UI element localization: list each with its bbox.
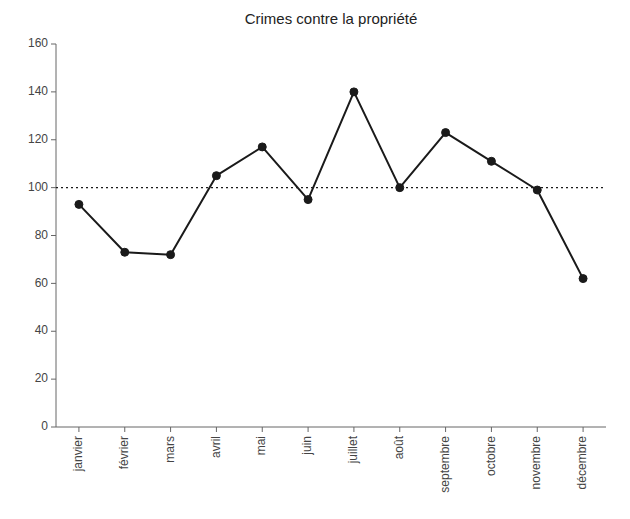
y-tick-label: 80 — [35, 228, 49, 242]
y-tick-label: 140 — [28, 84, 48, 98]
x-tick — [353, 427, 354, 432]
x-tick — [216, 427, 217, 432]
y-tick-label: 160 — [28, 36, 48, 50]
x-tick-label: mars — [163, 436, 177, 463]
x-tick-label: novembre — [529, 436, 543, 490]
x-tick — [491, 427, 492, 432]
y-tick — [51, 91, 56, 92]
x-axis: janvier février mars avril mai juin juillet aoû… — [56, 427, 606, 493]
y-tick — [51, 283, 56, 284]
data-point — [533, 186, 541, 194]
chart-container: Crimes contre la propriété 0 20 40 60 80 100 12… — [0, 0, 630, 519]
x-tick-label: mai — [254, 436, 268, 455]
reference-line — [56, 187, 606, 188]
x-tick — [399, 427, 400, 432]
y-tick-label: 20 — [35, 371, 49, 385]
y-tick-label: 40 — [35, 323, 49, 337]
x-tick-label: décembre — [575, 436, 589, 490]
x-tick — [537, 427, 538, 432]
y-tick-label: 60 — [35, 276, 49, 290]
data-point — [304, 196, 312, 204]
y-tick — [51, 235, 56, 236]
y-tick — [51, 427, 56, 428]
data-point — [258, 143, 266, 151]
x-tick — [124, 427, 125, 432]
y-tick-label: 0 — [41, 419, 48, 433]
x-tick-label: juillet — [346, 435, 360, 464]
chart-svg: Crimes contre la propriété 0 20 40 60 80 100 12… — [0, 0, 630, 519]
data-point — [212, 172, 220, 180]
y-tick-label: 120 — [28, 132, 48, 146]
data-line — [79, 92, 583, 279]
x-tick — [78, 427, 79, 432]
data-point — [75, 200, 83, 208]
data-point — [167, 251, 175, 259]
x-tick — [308, 427, 309, 432]
x-axis-line — [56, 427, 606, 428]
x-tick-label: janvier — [71, 436, 85, 472]
data-point — [579, 275, 587, 283]
x-tick-label: septembre — [438, 436, 452, 493]
x-tick-label: avril — [209, 436, 223, 458]
data-point — [442, 129, 450, 137]
data-point — [396, 184, 404, 192]
x-tick — [445, 427, 446, 432]
x-tick — [583, 427, 584, 432]
y-tick — [51, 139, 56, 140]
y-tick — [51, 44, 56, 45]
y-tick — [51, 331, 56, 332]
y-axis: 0 20 40 60 80 100 120 140 160 — [28, 36, 56, 433]
data-point — [350, 88, 358, 96]
plot-area — [56, 88, 606, 283]
data-point — [487, 157, 495, 165]
x-tick-label: juin — [300, 436, 314, 456]
x-tick — [262, 427, 263, 432]
x-tick — [170, 427, 171, 432]
x-tick-label: août — [392, 435, 406, 459]
y-axis-line — [56, 44, 57, 427]
y-tick — [51, 187, 56, 188]
data-point — [121, 248, 129, 256]
y-tick-label: 100 — [28, 180, 48, 194]
y-tick — [51, 379, 56, 380]
title: Crimes contre la propriété — [245, 10, 418, 27]
x-tick-label: octobre — [484, 436, 498, 476]
x-tick-label: février — [117, 436, 131, 469]
